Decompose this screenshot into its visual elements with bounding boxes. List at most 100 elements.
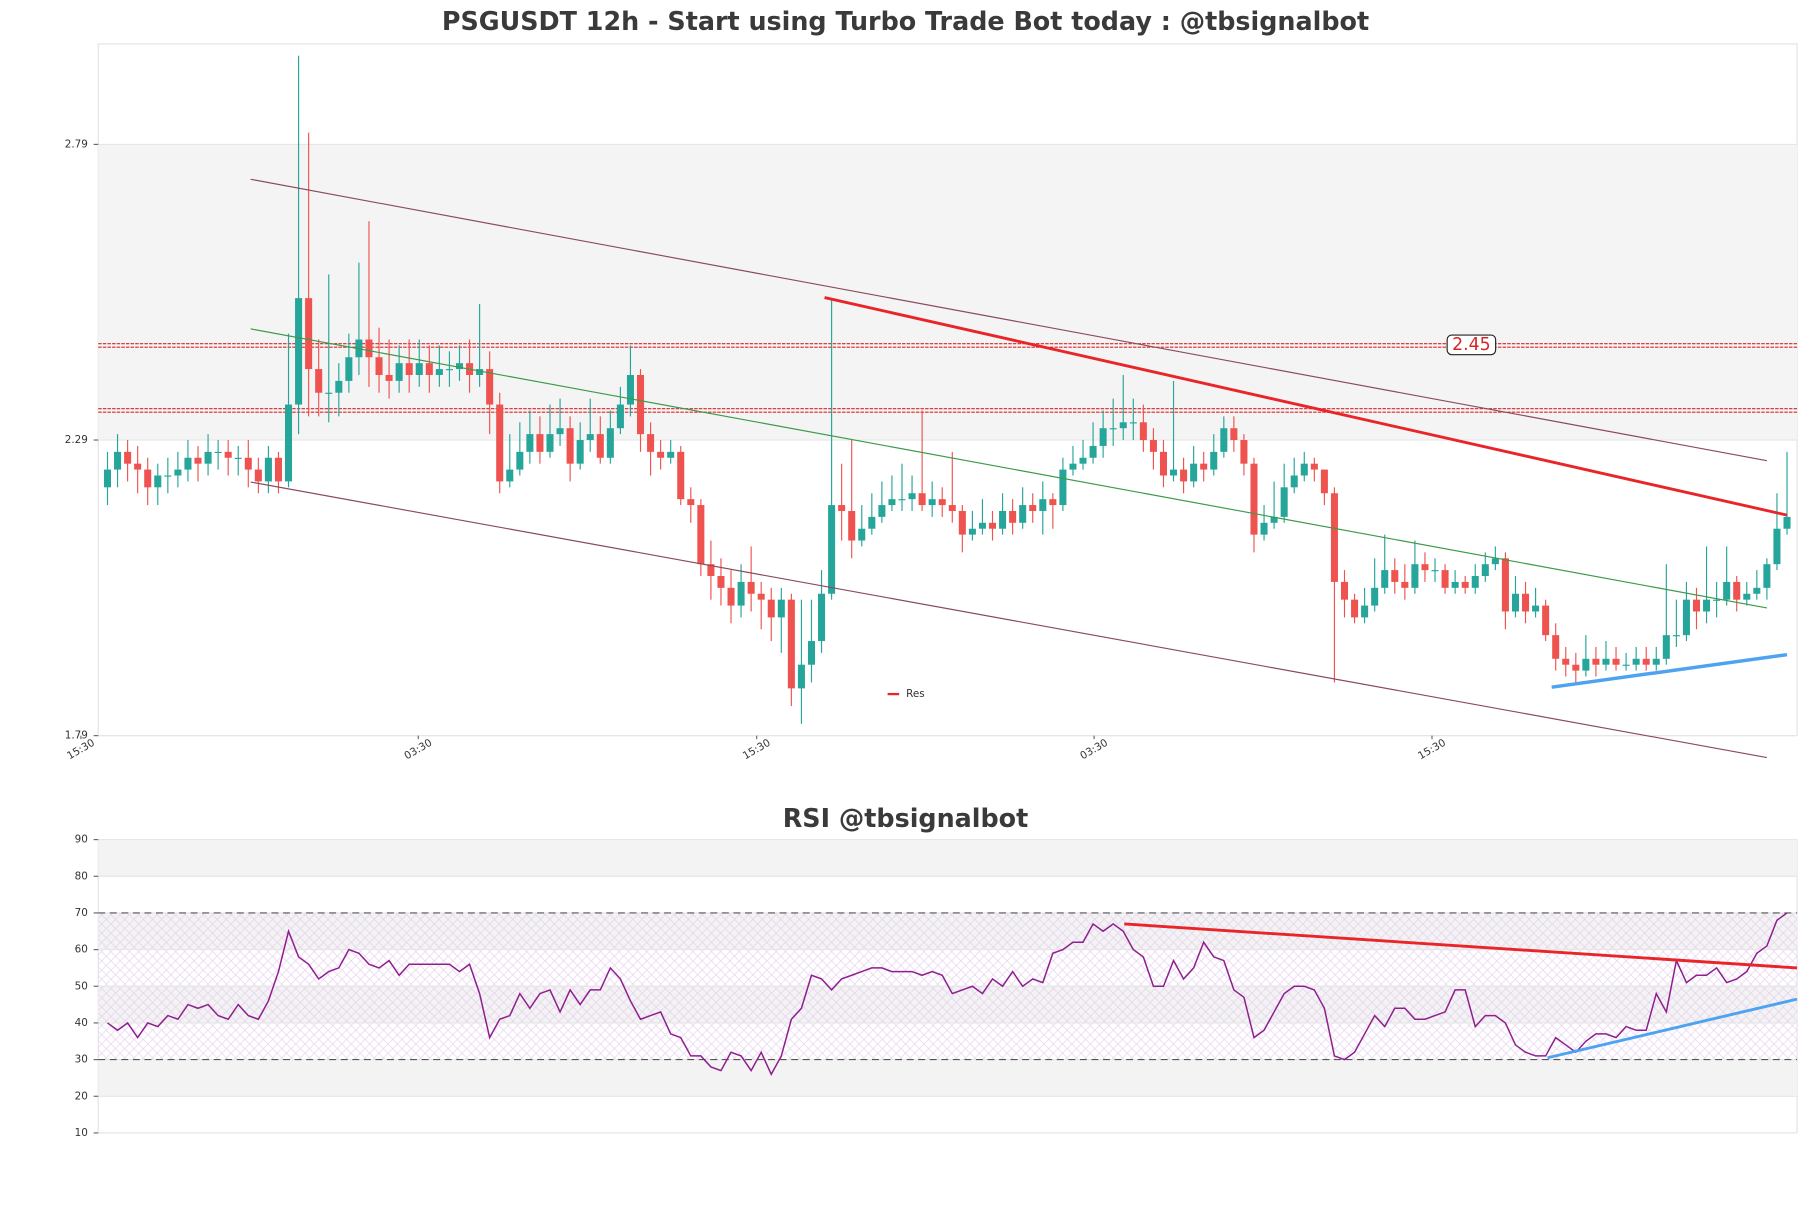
- candle-body: [305, 298, 313, 370]
- candle-body: [144, 469, 152, 488]
- rsi-band: [98, 1059, 1798, 1097]
- y-tick-label: 80: [75, 870, 88, 882]
- candle-body: [365, 339, 373, 358]
- candle-body: [1622, 664, 1630, 666]
- candle-body: [1441, 570, 1449, 588]
- candle-body: [1200, 463, 1208, 470]
- candle-body: [1743, 593, 1751, 600]
- y-tick-label: 60: [75, 944, 88, 956]
- candle-body: [1501, 558, 1509, 612]
- chart-title: RSI @tbsignalbot: [783, 803, 1028, 833]
- y-tick-label: 1.79: [65, 730, 88, 742]
- x-tick-label: 15:30: [1416, 737, 1448, 762]
- candle-body: [1763, 564, 1771, 588]
- candle-body: [1491, 558, 1499, 565]
- candle-body: [1149, 440, 1157, 452]
- y-tick-label: 40: [75, 1017, 88, 1029]
- candle-body: [1330, 493, 1338, 582]
- candle-body: [1351, 599, 1359, 618]
- candle-body: [1552, 635, 1560, 659]
- candle-body: [204, 451, 212, 464]
- candle-body: [1713, 599, 1721, 601]
- candle-body: [415, 363, 423, 375]
- candle-body: [264, 457, 272, 482]
- legend-label: Res: [906, 688, 925, 700]
- candle-body: [194, 457, 202, 464]
- candle-body: [928, 499, 936, 506]
- candle-body: [244, 457, 252, 470]
- candle-body: [284, 404, 293, 482]
- candle-body: [405, 363, 413, 375]
- candle-body: [546, 434, 554, 452]
- candle-body: [1532, 605, 1540, 612]
- trend-line: [250, 328, 1768, 609]
- candle-body: [1391, 570, 1399, 582]
- candle-body: [1572, 664, 1580, 671]
- candle-body: [787, 599, 795, 689]
- candle-body: [124, 451, 132, 464]
- candle-body: [1471, 576, 1479, 588]
- candle-body: [1703, 599, 1711, 612]
- candle-body: [1652, 658, 1660, 665]
- candle-body: [1562, 658, 1570, 665]
- candle-body: [103, 469, 112, 488]
- candle-body: [797, 664, 805, 689]
- candle-body: [1029, 505, 1037, 511]
- candle-body: [838, 505, 846, 511]
- trend-line: [824, 296, 1788, 517]
- candle-body: [667, 451, 675, 458]
- candle-body: [174, 469, 182, 476]
- candle-body: [1582, 658, 1590, 671]
- level-label: 2.45: [1452, 335, 1491, 355]
- candle-body: [1461, 581, 1469, 588]
- y-tick-label: 2.29: [65, 434, 88, 446]
- shaded-zone: [98, 144, 1798, 441]
- trend-line: [1551, 652, 1788, 689]
- candle-body: [134, 463, 142, 470]
- candle-body: [868, 516, 876, 529]
- candle-body: [777, 599, 785, 618]
- candle-body: [1290, 475, 1298, 488]
- candle-body: [184, 457, 192, 470]
- level-label-box: [1446, 334, 1497, 356]
- candle-body: [1401, 581, 1409, 588]
- candle-body: [687, 499, 695, 506]
- candle-body: [435, 369, 443, 375]
- candle-body: [1692, 599, 1701, 612]
- candle-body: [1511, 593, 1519, 612]
- x-tick-label: 03:30: [402, 737, 434, 762]
- candle-body: [898, 499, 906, 501]
- candle-body: [1260, 522, 1268, 535]
- candle-body: [858, 528, 866, 541]
- candle-body: [526, 434, 534, 452]
- candle-body: [1592, 658, 1600, 665]
- candle-body: [1451, 581, 1459, 588]
- candle-body: [697, 505, 705, 565]
- candle-body: [1733, 581, 1741, 600]
- candle-body: [1481, 564, 1489, 577]
- candle-body: [375, 357, 383, 375]
- candle-body: [1371, 587, 1379, 606]
- candle-body: [1170, 469, 1178, 476]
- candle-body: [576, 440, 584, 464]
- y-tick-label: 20: [75, 1090, 88, 1102]
- candle-body: [707, 564, 715, 577]
- candle-body: [224, 451, 232, 458]
- candle-body: [938, 499, 946, 506]
- candle-body: [1522, 593, 1530, 612]
- candle-body: [657, 451, 665, 458]
- candle-body: [1783, 516, 1791, 529]
- y-tick-label: 50: [75, 980, 88, 992]
- candle-body: [1270, 516, 1278, 523]
- candle-body: [807, 641, 816, 665]
- candle-body: [1723, 581, 1731, 600]
- candle-body: [455, 363, 464, 370]
- candle-body: [958, 510, 966, 535]
- candle-body: [1190, 463, 1198, 482]
- candle-body: [1682, 599, 1690, 636]
- candle-body: [1753, 587, 1761, 594]
- trend-line: [250, 178, 1768, 462]
- candle-body: [918, 493, 926, 506]
- candle-body: [114, 451, 122, 470]
